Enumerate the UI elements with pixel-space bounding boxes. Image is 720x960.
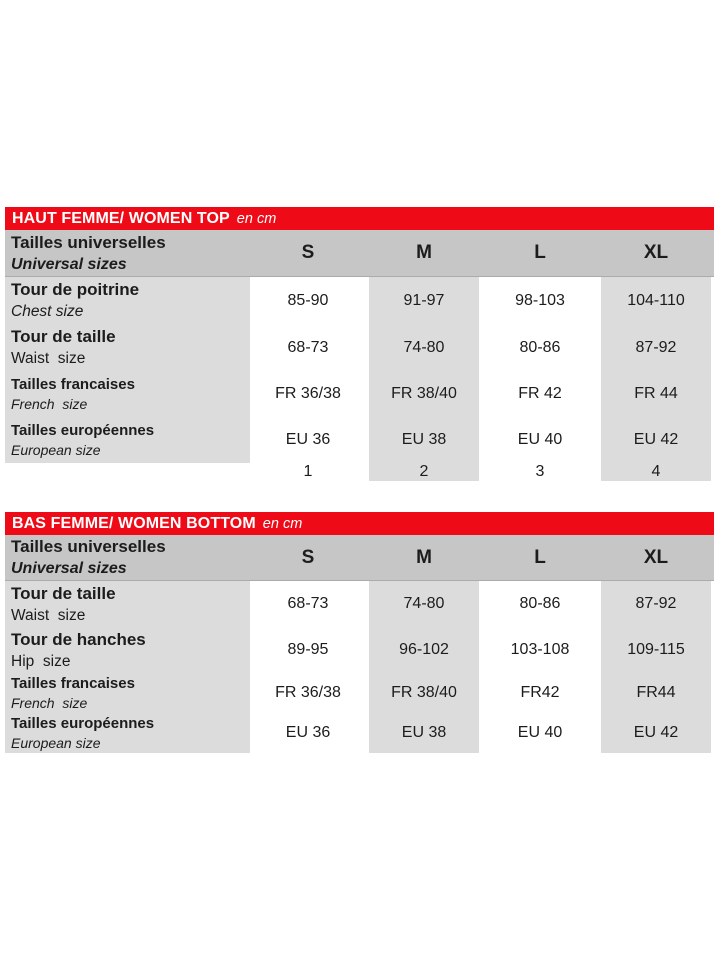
size-cell: 98-103 xyxy=(482,277,598,324)
size-cell: 96-102 xyxy=(366,627,482,673)
row-label-fr: Tour de taille xyxy=(11,583,116,603)
women-top-unit: en cm xyxy=(236,210,277,227)
french-size-label: Tailles francaises French size xyxy=(5,673,250,713)
women-bottom-grid: Tailles universelles Universal sizes S M… xyxy=(5,535,714,753)
chest-size-label: Tour de poitrine Chest size xyxy=(5,277,250,324)
row-label-en: Hip size xyxy=(11,652,71,670)
column-header-xl: XL xyxy=(598,230,714,277)
size-cell: FR42 xyxy=(482,673,598,713)
column-header-m: M xyxy=(366,230,482,277)
row-label-fr: Tailles européennes xyxy=(11,714,155,732)
size-cell: 68-73 xyxy=(250,581,366,627)
header-label-fr: Tailles universelles xyxy=(11,537,166,556)
row-label-en: French size xyxy=(11,694,88,711)
row-label-fr: Tailles francaises xyxy=(11,674,135,692)
european-size-label: Tailles européennes European size xyxy=(5,713,250,753)
size-cell: 74-80 xyxy=(366,324,482,371)
column-header-s: S xyxy=(250,230,366,277)
size-cell: EU 42 xyxy=(598,713,714,753)
column-header-xl: XL xyxy=(598,535,714,581)
size-cell: FR 36/38 xyxy=(250,371,366,417)
size-cell: EU 40 xyxy=(482,417,598,463)
column-header-m: M xyxy=(366,535,482,581)
size-cell: FR 38/40 xyxy=(366,673,482,713)
size-cell: EU 36 xyxy=(250,713,366,753)
women-bottom-unit: en cm xyxy=(262,515,303,532)
size-cell: 85-90 xyxy=(250,277,366,324)
row-label-fr: Tour de hanches xyxy=(11,629,146,649)
size-cell: 68-73 xyxy=(250,324,366,371)
size-cell: EU 38 xyxy=(366,417,482,463)
size-cell: EU 36 xyxy=(250,417,366,463)
hip-size-label: Tour de hanches Hip size xyxy=(5,627,250,673)
column-header-s: S xyxy=(250,535,366,581)
row-label-en: Waist size xyxy=(11,350,86,367)
size-cell: FR 44 xyxy=(598,371,714,417)
size-cell: 74-80 xyxy=(366,581,482,627)
header-label-en: Universal sizes xyxy=(11,560,127,577)
row-label-fr: Tour de poitrine xyxy=(11,280,140,299)
waist-size-label: Tour de taille Waist size xyxy=(5,581,250,627)
women-top-header-bar: HAUT FEMME/ WOMEN TOP en cm xyxy=(5,207,714,230)
universal-sizes-header: Tailles universelles Universal sizes xyxy=(5,535,250,581)
row-label-fr: Tour de taille xyxy=(11,327,116,346)
size-cell: 104-110 xyxy=(598,277,714,324)
women-bottom-title: BAS FEMME/ WOMEN BOTTOM xyxy=(12,514,256,532)
size-cell: 109-115 xyxy=(598,627,714,673)
waist-size-label: Tour de taille Waist size xyxy=(5,324,250,371)
row-label-en: Chest size xyxy=(11,303,84,320)
column-header-l: L xyxy=(482,230,598,277)
size-number-cell: 2 xyxy=(366,463,482,481)
size-cell: 80-86 xyxy=(482,581,598,627)
row-label-fr: Tailles européennes xyxy=(11,421,155,439)
women-top-grid: Tailles universelles Universal sizes S M… xyxy=(5,230,714,481)
size-cell: 87-92 xyxy=(598,324,714,371)
size-cell: EU 38 xyxy=(366,713,482,753)
size-cell: 103-108 xyxy=(482,627,598,673)
french-size-label: Tailles francaises French size xyxy=(5,371,250,417)
size-cell: FR 36/38 xyxy=(250,673,366,713)
row-label-en: European size xyxy=(11,441,101,458)
numbers-row-spacer xyxy=(5,463,250,481)
size-cell: FR44 xyxy=(598,673,714,713)
women-top-table: HAUT FEMME/ WOMEN TOP en cm Tailles univ… xyxy=(5,207,714,481)
size-cell: EU 40 xyxy=(482,713,598,753)
universal-sizes-header: Tailles universelles Universal sizes xyxy=(5,230,250,277)
size-cell: FR 42 xyxy=(482,371,598,417)
row-label-en: French size xyxy=(11,395,88,412)
size-cell: FR 38/40 xyxy=(366,371,482,417)
row-label-en: Waist size xyxy=(11,606,86,624)
column-header-l: L xyxy=(482,535,598,581)
row-label-fr: Tailles francaises xyxy=(11,375,135,393)
size-cell: 91-97 xyxy=(366,277,482,324)
women-top-title: HAUT FEMME/ WOMEN TOP xyxy=(12,209,230,227)
row-label-en: European size xyxy=(11,734,101,751)
size-number-cell: 3 xyxy=(482,463,598,481)
size-number-cell: 4 xyxy=(598,463,714,481)
header-label-en: Universal sizes xyxy=(11,255,127,273)
women-bottom-header-bar: BAS FEMME/ WOMEN BOTTOM en cm xyxy=(5,512,714,535)
header-label-fr: Tailles universelles xyxy=(11,232,166,252)
size-cell: EU 42 xyxy=(598,417,714,463)
women-bottom-table: BAS FEMME/ WOMEN BOTTOM en cm Tailles un… xyxy=(5,512,714,753)
size-cell: 87-92 xyxy=(598,581,714,627)
european-size-label: Tailles européennes European size xyxy=(5,417,250,463)
size-cell: 80-86 xyxy=(482,324,598,371)
size-cell: 89-95 xyxy=(250,627,366,673)
size-number-cell: 1 xyxy=(250,463,366,481)
